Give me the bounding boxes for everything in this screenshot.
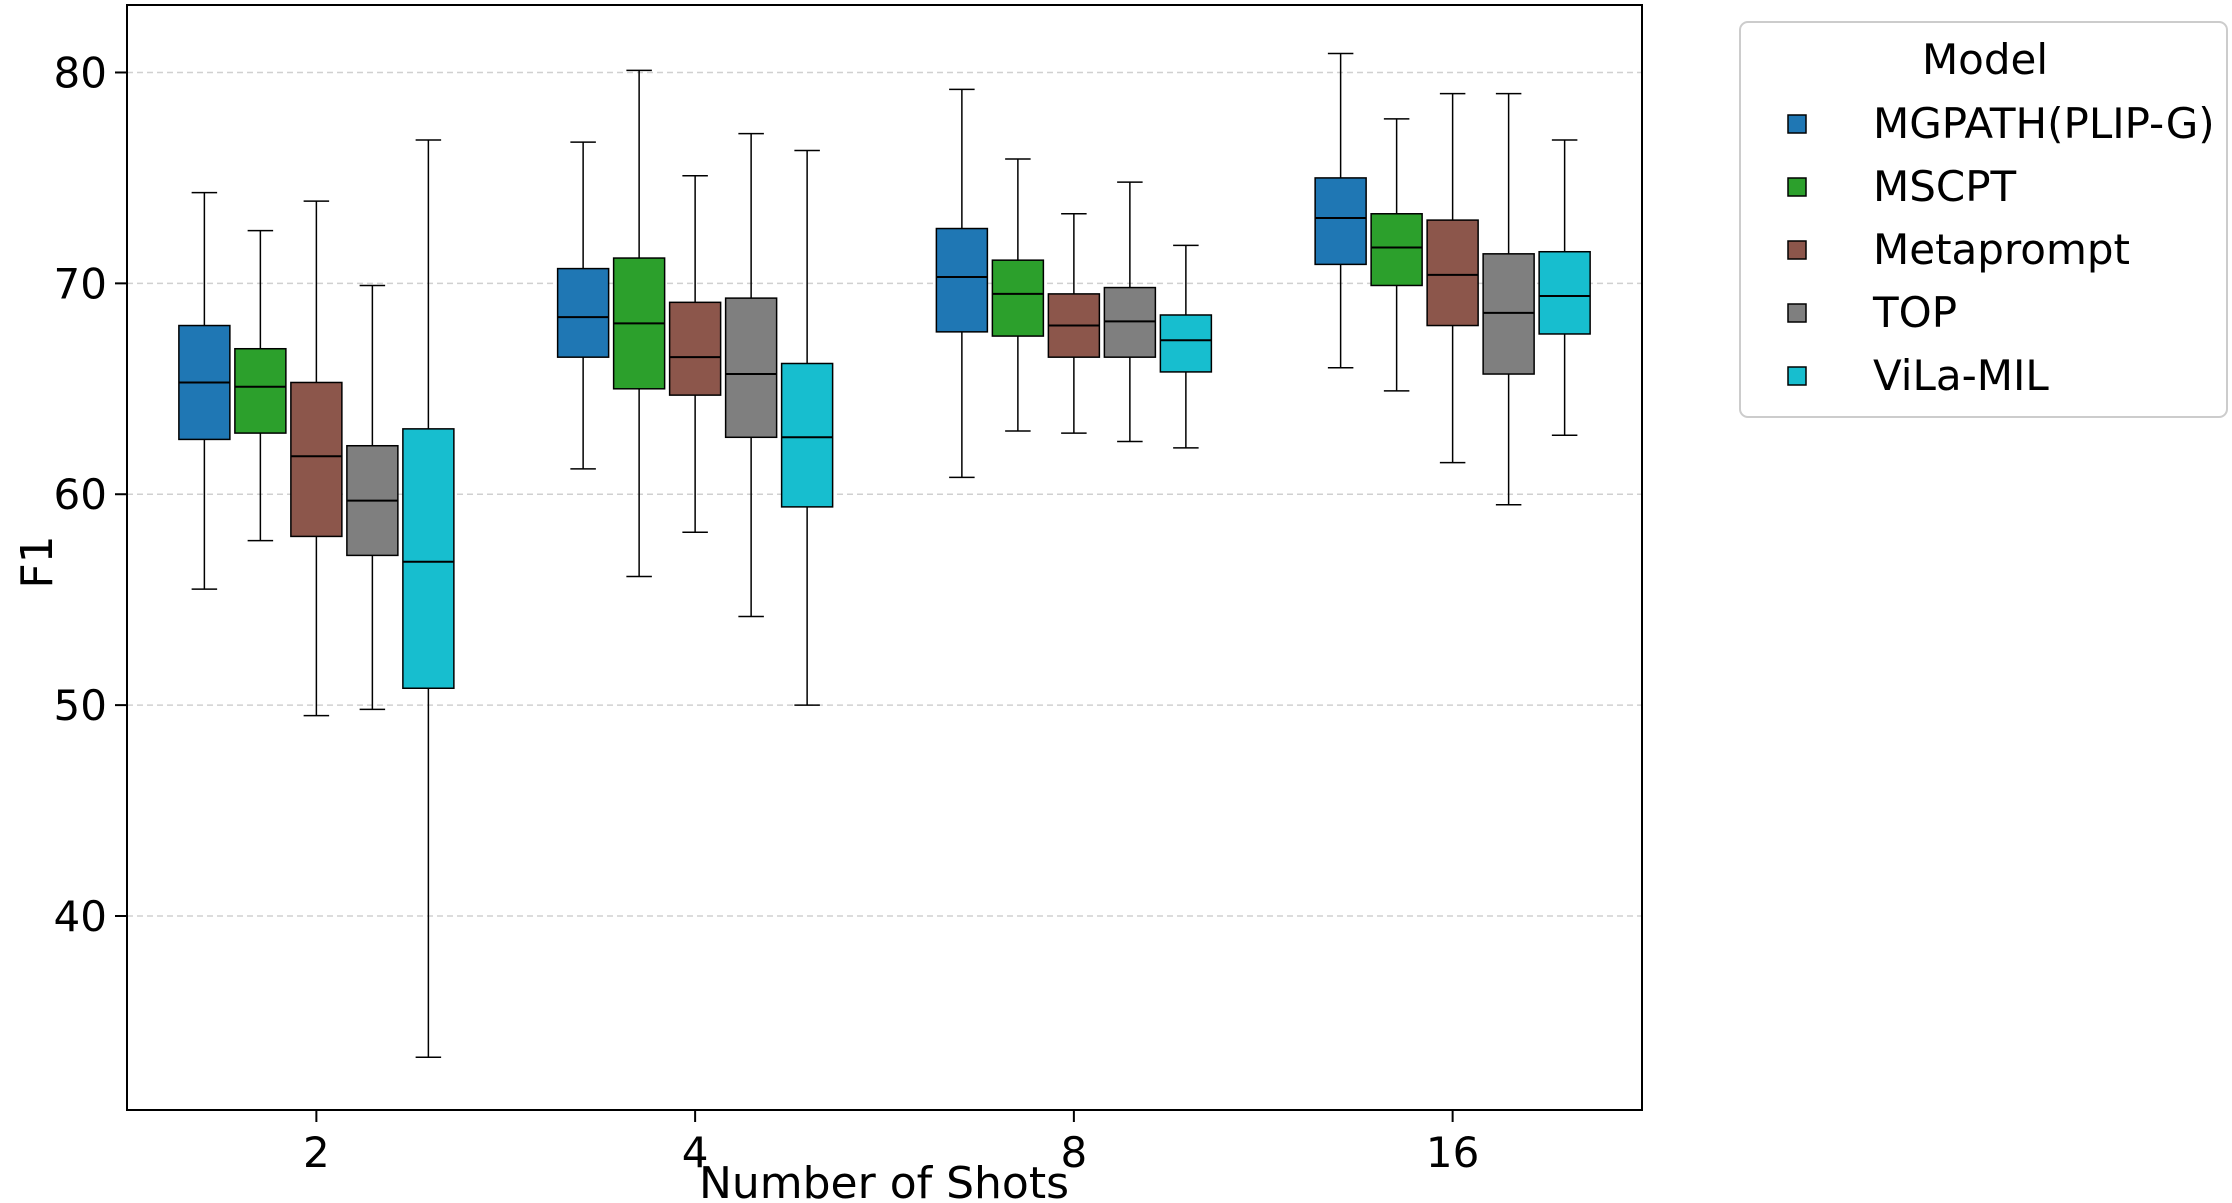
plot-area: [126, 4, 1643, 1111]
legend-swatch-ViLa-MIL: [1787, 366, 1807, 386]
x-axis: 2 4 8 16: [303, 1110, 1479, 1177]
legend: Model MGPATH(PLIP-G) MSCPT Metaprompt TOP Vi…: [1739, 21, 2228, 418]
y-tick-label-40: 40: [54, 892, 107, 941]
legend-swatch-TOP: [1787, 303, 1807, 323]
legend-swatch-Metaprompt: [1787, 240, 1807, 260]
box-body: [1538, 250, 1591, 335]
box-body: [402, 428, 455, 689]
y-axis-label: F1: [12, 535, 63, 588]
box-TOP-2: [346, 284, 399, 711]
box-TOP-16: [1482, 92, 1535, 506]
box-MSCPT-8: [991, 158, 1045, 432]
box-ViLa-MIL-2: [402, 139, 455, 1059]
legend-label-ViLa-MIL: ViLa-MIL: [1873, 351, 2049, 400]
x-axis-label: Number of Shots: [699, 1158, 1069, 1203]
y-axis: 40 50 60 70 80: [54, 48, 127, 941]
box-TOP-4: [724, 132, 778, 618]
legend-swatch-MSCPT: [1787, 177, 1807, 197]
box-body: [1370, 213, 1423, 287]
x-tick-label-8: 8: [1061, 1128, 1088, 1177]
box-MGPATH(PLIP-G)-16: [1314, 52, 1367, 369]
box-Metaprompt-16: [1426, 92, 1479, 464]
box-ViLa-MIL-16: [1538, 139, 1591, 436]
box-body: [935, 227, 989, 333]
box-ViLa-MIL-8: [1159, 244, 1213, 449]
y-tick-label-50: 50: [54, 681, 107, 730]
box-MSCPT-2: [234, 229, 287, 542]
box-body: [991, 259, 1045, 337]
legend-label-MSCPT: MSCPT: [1873, 162, 2017, 211]
x-tick-label-16: 16: [1426, 1128, 1479, 1177]
box-body: [1426, 219, 1479, 327]
legend-label-Metaprompt: Metaprompt: [1873, 225, 2130, 274]
box-body: [1103, 286, 1157, 358]
box-body: [724, 297, 778, 439]
box-body: [234, 347, 287, 434]
legend-label-TOP: TOP: [1872, 288, 1957, 337]
box-body: [290, 381, 343, 538]
box-Metaprompt-4: [668, 175, 722, 533]
legend-title: Model: [1922, 35, 2048, 84]
box-ViLa-MIL-4: [780, 149, 834, 706]
y-tick-label-60: 60: [54, 470, 107, 519]
box-MGPATH(PLIP-G)-4: [556, 141, 610, 470]
box-Metaprompt-2: [290, 200, 343, 717]
box-MGPATH(PLIP-G)-2: [178, 191, 231, 590]
box-groups: [178, 52, 1591, 1059]
legend-items: MGPATH(PLIP-G) MSCPT Metaprompt TOP ViLa-MIL: [1787, 99, 2215, 400]
x-tick-label-4: 4: [682, 1128, 709, 1177]
box-body: [1314, 177, 1367, 266]
box-body: [780, 362, 834, 508]
legend-swatch-MGPATH(PLIP-G): [1787, 114, 1807, 134]
y-tick-label-80: 80: [54, 48, 107, 97]
legend-frame: [1739, 21, 2228, 418]
box-MSCPT-4: [612, 69, 666, 578]
box-MSCPT-16: [1370, 118, 1423, 392]
box-body: [556, 267, 610, 358]
box-body: [1159, 314, 1213, 373]
box-body: [668, 301, 722, 396]
legend-label-MGPATH(PLIP-G): MGPATH(PLIP-G): [1873, 99, 2215, 148]
x-tick-label-2: 2: [303, 1128, 330, 1177]
box-TOP-8: [1103, 181, 1157, 443]
box-MGPATH(PLIP-G)-8: [935, 88, 989, 479]
y-tick-label-70: 70: [54, 259, 107, 308]
box-body: [1482, 253, 1535, 375]
box-Metaprompt-8: [1047, 213, 1101, 434]
